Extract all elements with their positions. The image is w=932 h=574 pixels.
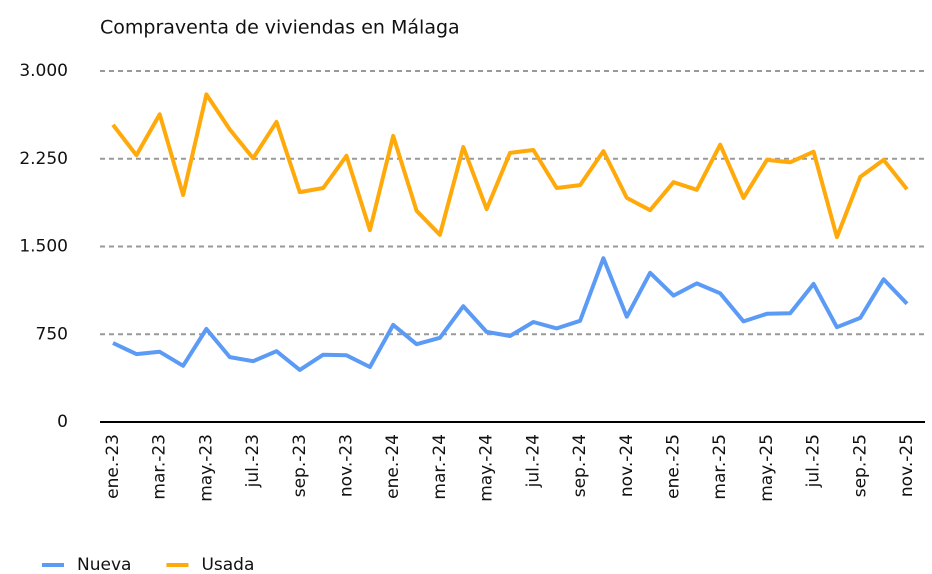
y-tick-label: 2.250 bbox=[19, 149, 68, 169]
x-tick-label: nov.-23 bbox=[337, 434, 357, 497]
x-tick-label: sep.-24 bbox=[570, 434, 590, 497]
x-tick-label: sep.-25 bbox=[850, 434, 870, 497]
legend-label: Usada bbox=[201, 555, 254, 574]
x-tick-label: may.-23 bbox=[196, 434, 216, 502]
chart-title: Compraventa de viviendas en Málaga bbox=[100, 17, 460, 39]
x-tick-label: ene.-24 bbox=[383, 434, 403, 499]
x-tick-label: nov.-24 bbox=[617, 434, 637, 497]
x-tick-label: nov.-25 bbox=[897, 434, 917, 497]
x-tick-label: sep.-23 bbox=[290, 434, 310, 497]
x-tick-label: mar.-23 bbox=[150, 434, 170, 500]
x-tick-label: ene.-23 bbox=[103, 434, 123, 499]
legend-label: Nueva bbox=[77, 555, 131, 574]
y-tick-label: 750 bbox=[36, 324, 68, 344]
x-tick-label: jul.-23 bbox=[243, 434, 263, 488]
x-tick-label: ene.-25 bbox=[663, 434, 683, 499]
x-tick-label: jul.-25 bbox=[804, 434, 824, 488]
line-series bbox=[111, 92, 909, 240]
x-tick-label: may.-24 bbox=[477, 434, 497, 502]
x-tick-label: jul.-24 bbox=[523, 434, 543, 488]
y-tick-label: 0 bbox=[57, 412, 68, 432]
y-tick-label: 3.000 bbox=[19, 61, 68, 81]
y-tick-label: 1.500 bbox=[19, 237, 68, 257]
x-tick-label: mar.-25 bbox=[710, 434, 730, 500]
line-series bbox=[112, 256, 909, 372]
x-tick-label: mar.-24 bbox=[430, 434, 450, 500]
x-tick-label: may.-25 bbox=[757, 434, 777, 502]
